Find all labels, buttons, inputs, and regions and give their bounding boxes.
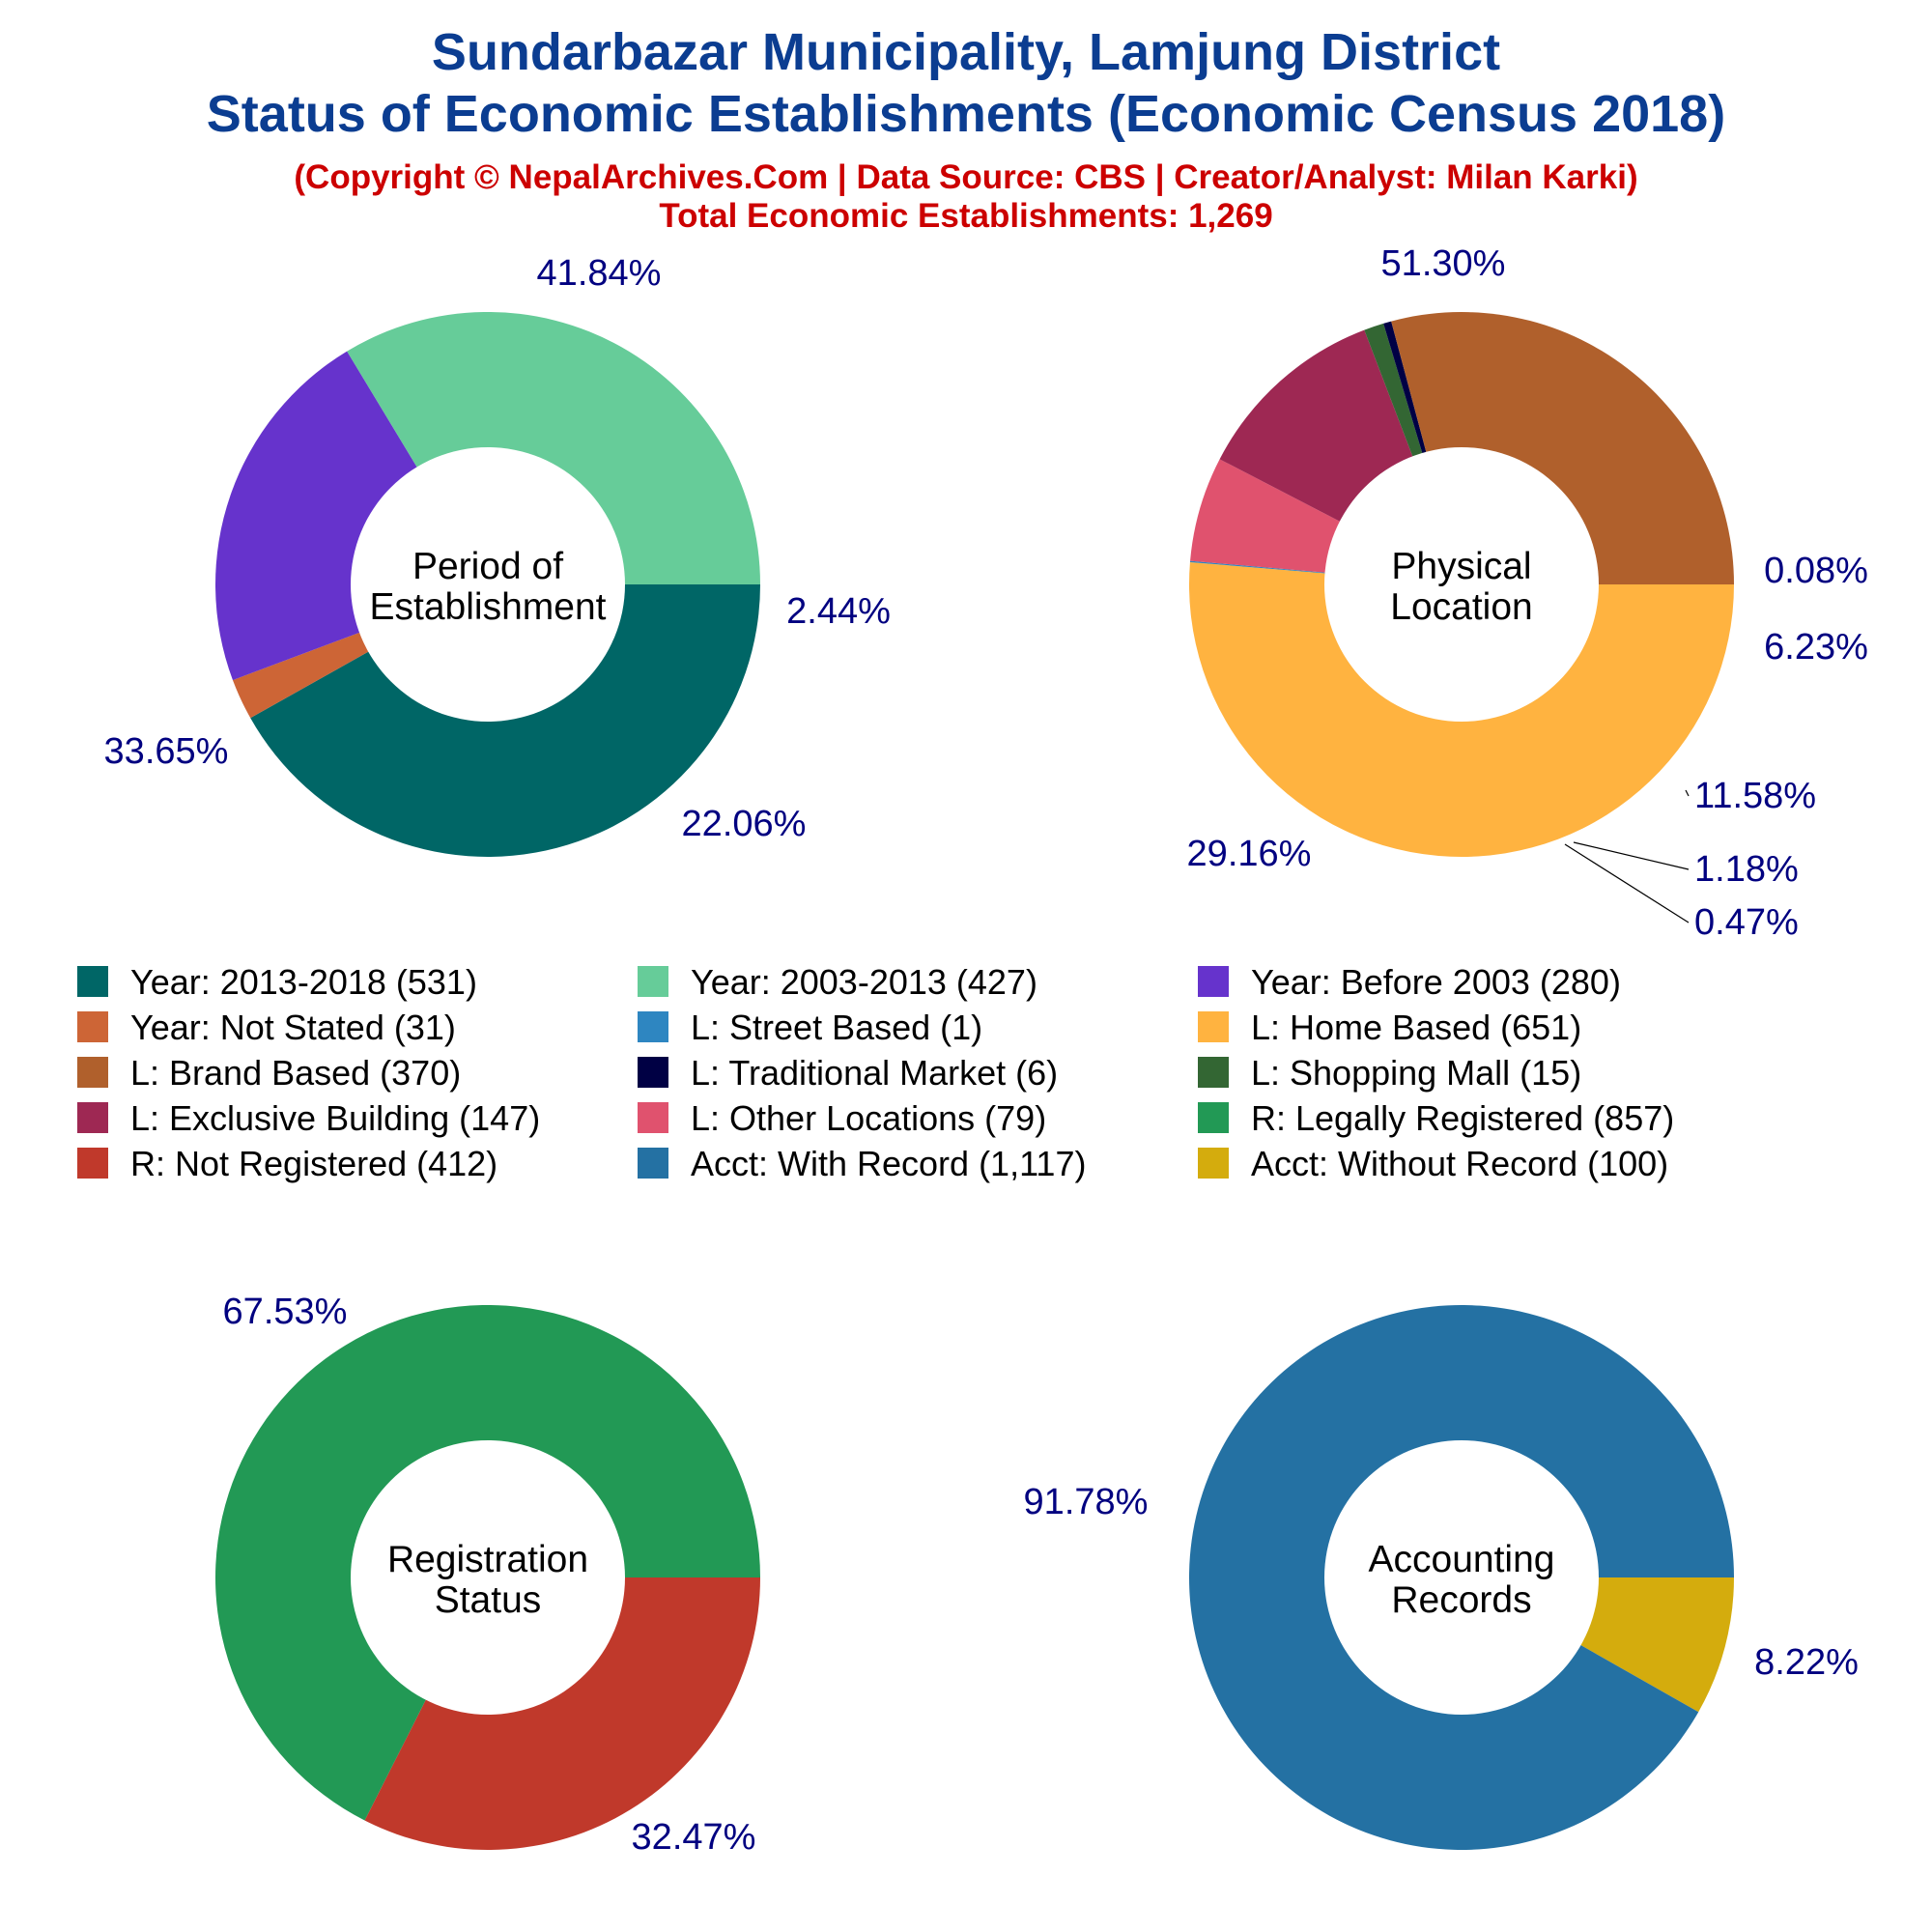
legend-label: L: Street Based (1): [691, 1008, 982, 1047]
label-leader-line: [1564, 843, 1690, 923]
legend-item: L: Brand Based (370): [77, 1053, 461, 1093]
legend-item: Year: Before 2003 (280): [1198, 962, 1621, 1002]
legend-label: Acct: Without Record (100): [1251, 1144, 1668, 1183]
label-leader-line: [1685, 789, 1690, 797]
slice-percent-label: 6.23%: [1764, 627, 1868, 668]
slice-percent-label: 91.78%: [1024, 1482, 1149, 1522]
legend-swatch: [638, 1102, 668, 1133]
legend-label: L: Home Based (651): [1251, 1008, 1581, 1047]
donut-center-label: Location: [1390, 586, 1532, 628]
legend-item: Year: 2013-2018 (531): [77, 962, 477, 1002]
legend-swatch: [77, 1102, 108, 1133]
donut-center-label: Establishment: [370, 586, 607, 628]
slice-percent-label: 33.65%: [104, 731, 229, 772]
donut-hole: [351, 447, 625, 722]
donut-hole: [1324, 447, 1599, 722]
chart-title-line-1: Sundarbazar Municipality, Lamjung Distri…: [432, 23, 1500, 81]
chart-title-line-2: Status of Economic Establishments (Econo…: [207, 85, 1725, 143]
slice-percent-label: 29.16%: [1187, 834, 1312, 874]
legend-item: R: Not Registered (412): [77, 1144, 497, 1183]
slice-percent-label: 2.44%: [786, 591, 891, 632]
legend-label: R: Legally Registered (857): [1251, 1098, 1674, 1138]
legend-swatch: [638, 1057, 668, 1088]
donut-hole: [1324, 1440, 1599, 1715]
chart-subtitle-line-2: Total Economic Establishments: 1,269: [659, 197, 1272, 235]
legend-item: Year: Not Stated (31): [77, 1008, 456, 1047]
slice-percent-label: 41.84%: [537, 253, 662, 294]
donut-center-label: Status: [435, 1579, 542, 1621]
legend-item: L: Home Based (651): [1198, 1008, 1581, 1047]
slice-percent-label: 51.30%: [1381, 243, 1506, 284]
legend-label: Year: 2003-2013 (427): [691, 962, 1037, 1002]
slice-percent-label: 1.18%: [1694, 849, 1799, 890]
legend-swatch: [638, 1148, 668, 1179]
legend-item: Year: 2003-2013 (427): [638, 962, 1037, 1002]
label-leader-line: [1573, 841, 1690, 870]
legend-swatch: [77, 1057, 108, 1088]
legend-item: Acct: With Record (1,117): [638, 1144, 1086, 1183]
legend-label: L: Traditional Market (6): [691, 1053, 1058, 1093]
legend-label: Year: Before 2003 (280): [1251, 962, 1621, 1002]
legend-item: L: Other Locations (79): [638, 1098, 1046, 1138]
donut-center-label: Registration: [387, 1539, 588, 1580]
legend-label: R: Not Registered (412): [130, 1144, 497, 1183]
legend-item: L: Street Based (1): [638, 1008, 982, 1047]
donut-center-label: Period of: [412, 546, 563, 587]
legend-item: R: Legally Registered (857): [1198, 1098, 1674, 1138]
legend-swatch: [1198, 1148, 1229, 1179]
chart-subtitle-line-1: (Copyright © NepalArchives.Com | Data So…: [294, 158, 1637, 196]
legend-swatch: [77, 1011, 108, 1042]
legend-swatch: [1198, 1057, 1229, 1088]
slice-percent-label: 67.53%: [223, 1292, 348, 1332]
slice-percent-label: 0.47%: [1694, 902, 1799, 943]
slice-percent-label: 32.47%: [632, 1817, 756, 1858]
legend-item: Acct: Without Record (100): [1198, 1144, 1668, 1183]
legend-label: Year: 2013-2018 (531): [130, 962, 477, 1002]
legend: Year: 2013-2018 (531) Year: 2003-2013 (42…: [77, 962, 1674, 1183]
legend-swatch: [1198, 966, 1229, 997]
donut-center-label: Accounting: [1369, 1539, 1555, 1580]
legend-swatch: [638, 1011, 668, 1042]
legend-swatch: [77, 1148, 108, 1179]
donut-center-label: Physical: [1391, 546, 1531, 587]
donut-center-label: Records: [1391, 1579, 1531, 1621]
legend-item: L: Shopping Mall (15): [1198, 1053, 1581, 1093]
donut-hole: [351, 1440, 625, 1715]
legend-label: L: Other Locations (79): [691, 1098, 1046, 1138]
legend-label: L: Shopping Mall (15): [1251, 1053, 1581, 1093]
legend-swatch: [77, 966, 108, 997]
slice-percent-label: 11.58%: [1694, 776, 1816, 816]
slice-percent-label: 22.06%: [682, 804, 807, 844]
legend-item: L: Exclusive Building (147): [77, 1098, 540, 1138]
slice-percent-label: 0.08%: [1764, 551, 1868, 591]
legend-label: L: Brand Based (370): [130, 1053, 461, 1093]
legend-swatch: [1198, 1011, 1229, 1042]
legend-swatch: [638, 966, 668, 997]
legend-swatch: [1198, 1102, 1229, 1133]
slice-percent-label: 8.22%: [1754, 1642, 1859, 1683]
legend-item: L: Traditional Market (6): [638, 1053, 1058, 1093]
legend-label: L: Exclusive Building (147): [130, 1098, 540, 1138]
legend-label: Acct: With Record (1,117): [691, 1144, 1086, 1183]
legend-label: Year: Not Stated (31): [130, 1008, 456, 1047]
